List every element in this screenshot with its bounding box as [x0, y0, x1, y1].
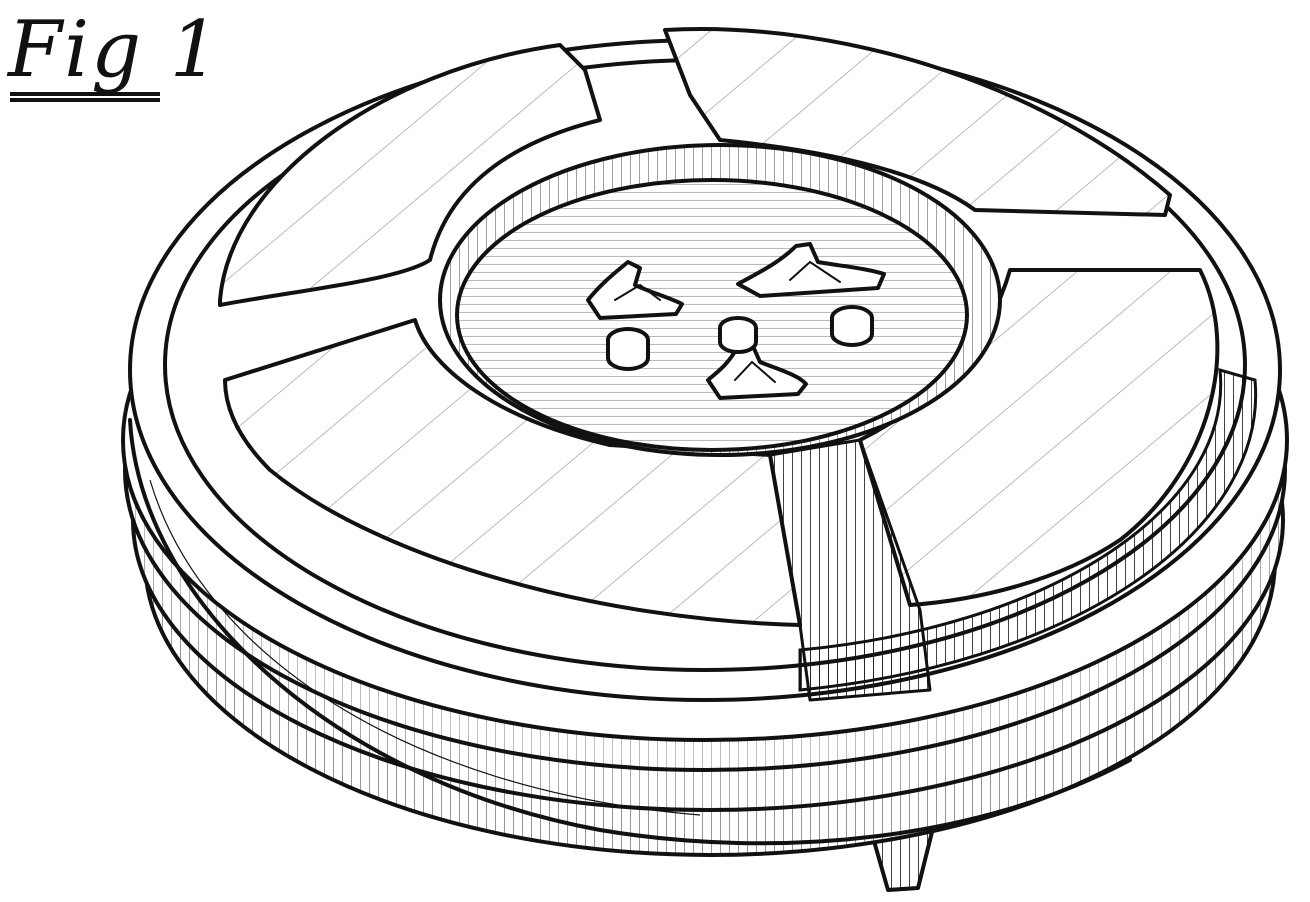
window-panels — [218, 27, 1220, 627]
hub-pegs — [586, 242, 886, 400]
figure-label: Fig 1 — [8, 5, 222, 95]
outer-outline — [128, 418, 1132, 846]
center-hub — [438, 143, 1002, 457]
front-spoke — [768, 438, 932, 702]
figure-label-underline — [10, 92, 160, 102]
